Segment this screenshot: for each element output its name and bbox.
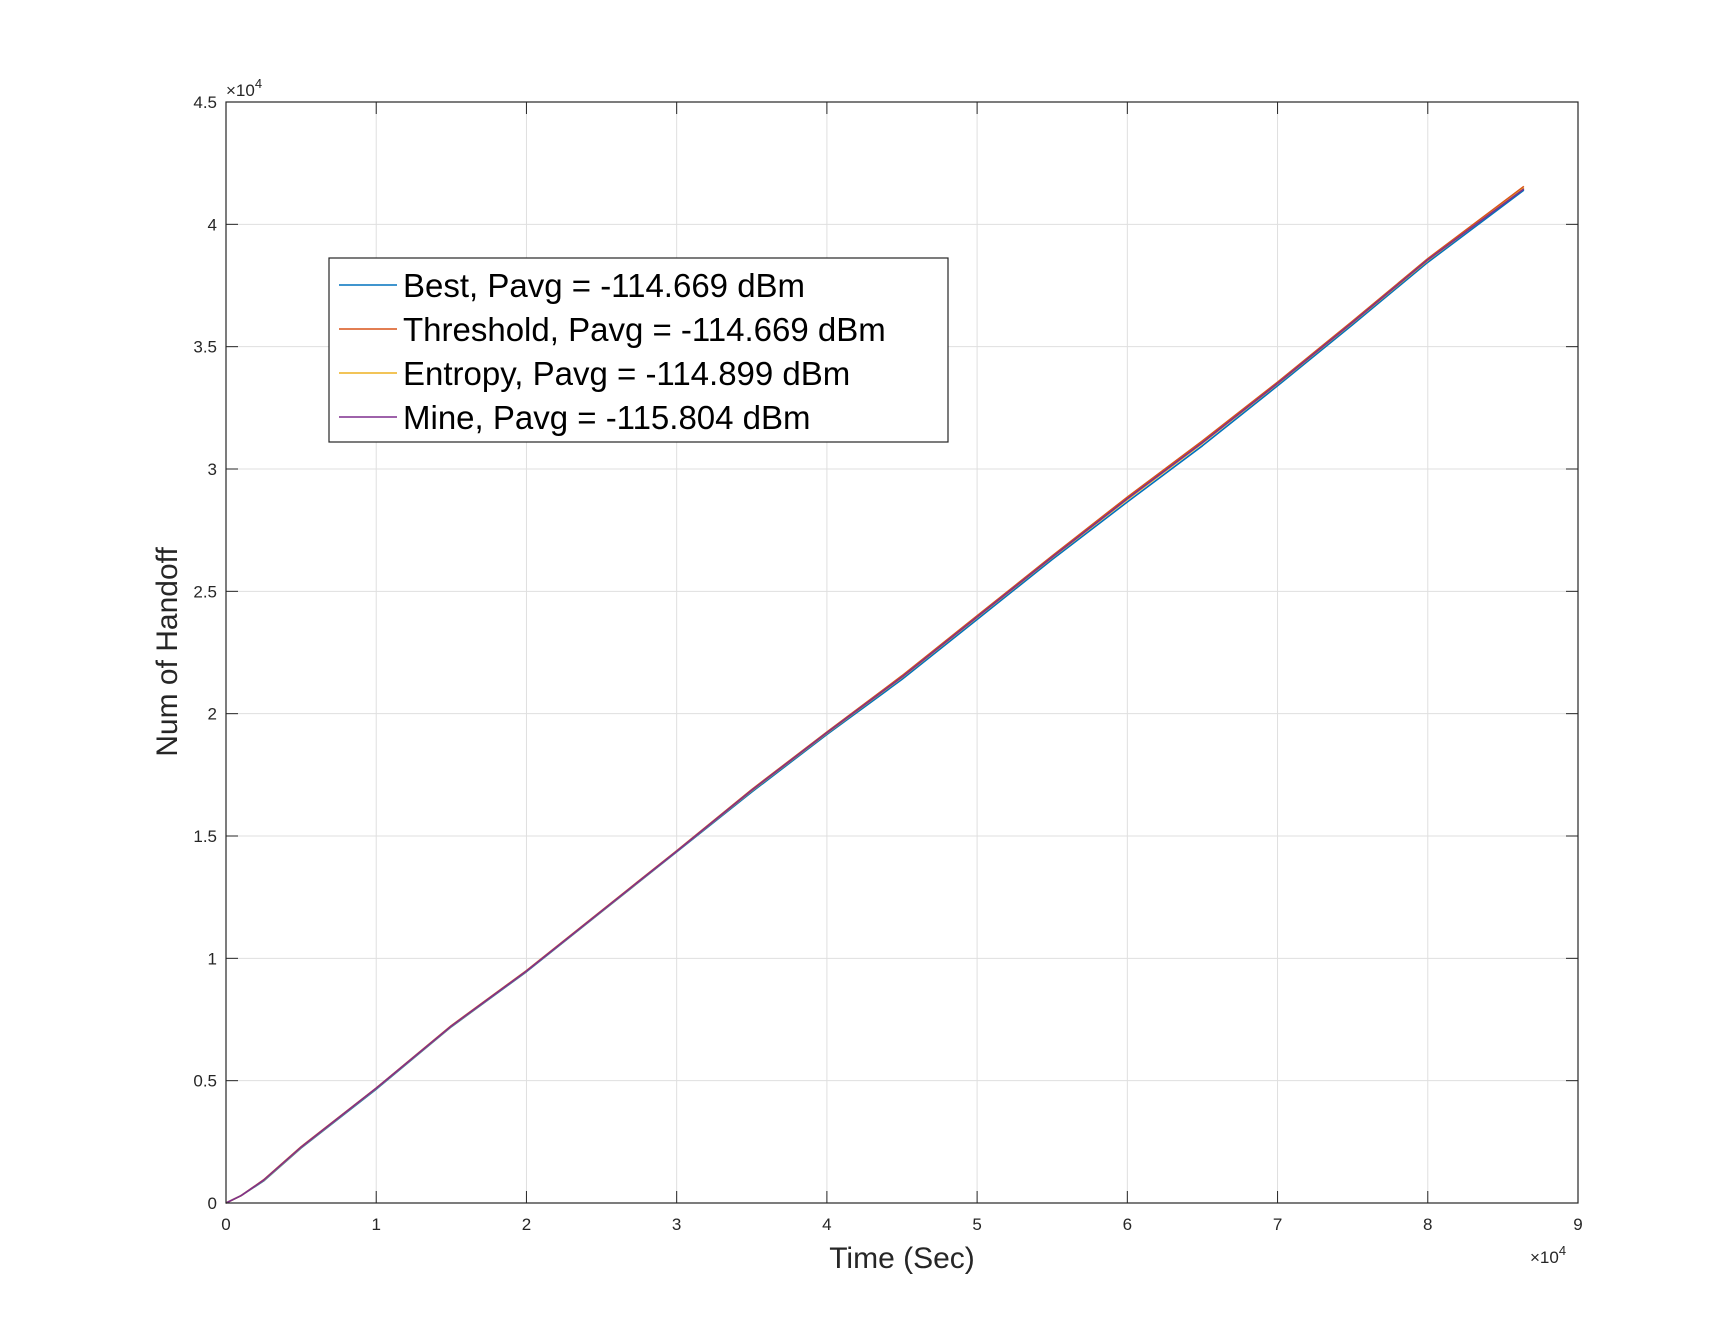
x-tick-label: 6 — [1123, 1215, 1132, 1234]
ticks: 0 1 2 3 4 5 6 7 8 9 0 0.5 1 1.5 2 2.5 3 3.5 4 4.5 — [193, 93, 1582, 1234]
y-tick-label: 2.5 — [193, 582, 217, 601]
y-tick-label: 3 — [208, 460, 217, 479]
y-tick-label: 4 — [208, 215, 217, 234]
y-tick-label: 1 — [208, 949, 217, 968]
x-tick-label: 0 — [221, 1215, 230, 1234]
y-tick-label: 0.5 — [193, 1072, 217, 1091]
y-multiplier-label: ×104 — [226, 76, 262, 100]
x-tick-label: 9 — [1573, 1215, 1582, 1234]
x-tick-label: 7 — [1273, 1215, 1282, 1234]
legend-box — [328, 257, 949, 443]
y-tick-label: 4.5 — [193, 93, 217, 112]
series-lines — [225, 185, 1525, 1204]
x-tick-label: 4 — [822, 1215, 831, 1234]
legend: Best, Pavg = -114.669 dBm Threshold, Pav… — [328, 257, 949, 443]
y-tick-label: 2 — [208, 705, 217, 724]
y-axis-title: Num of Handoff — [151, 547, 184, 757]
x-multiplier-label: ×104 — [1530, 1243, 1566, 1267]
legend-label-entropy: Entropy, Pavg = -114.899 dBm — [403, 355, 850, 392]
legend-label-threshold: Threshold, Pavg = -114.669 dBm — [403, 311, 886, 348]
series-line-mine — [225, 188, 1525, 1204]
y-tick-label: 1.5 — [193, 827, 217, 846]
x-tick-label: 2 — [522, 1215, 531, 1234]
plot-frame — [225, 101, 1579, 1204]
x-tick-label: 1 — [371, 1215, 380, 1234]
x-tick-label: 8 — [1423, 1215, 1432, 1234]
x-tick-label: 3 — [672, 1215, 681, 1234]
legend-label-best: Best, Pavg = -114.669 dBm — [403, 267, 805, 304]
x-tick-label: 5 — [972, 1215, 981, 1234]
y-tick-label: 3.5 — [193, 338, 217, 357]
grid — [226, 102, 1578, 1203]
y-tick-label: 0 — [208, 1194, 217, 1213]
legend-label-mine: Mine, Pavg = -115.804 dBm — [403, 399, 811, 436]
x-axis-title: Time (Sec) — [829, 1242, 975, 1275]
